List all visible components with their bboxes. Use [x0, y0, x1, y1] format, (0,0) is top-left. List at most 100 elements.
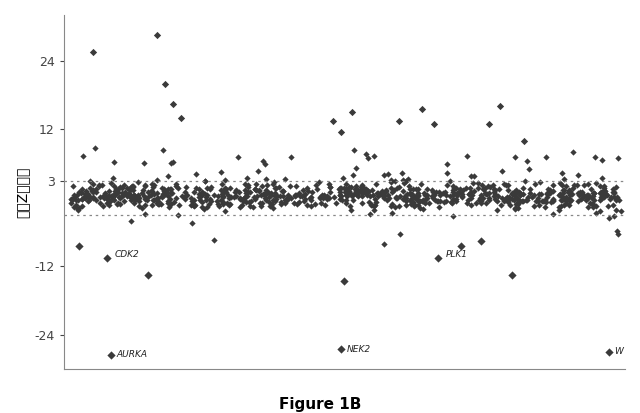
Point — [596, 195, 607, 202]
Point — [604, 349, 614, 355]
Point — [294, 190, 304, 197]
Point — [548, 182, 558, 189]
Point — [194, 193, 204, 200]
Point — [500, 196, 510, 202]
Point — [448, 186, 458, 193]
Point — [322, 192, 332, 199]
Point — [134, 202, 144, 209]
Point — [129, 194, 140, 201]
Point — [554, 192, 564, 199]
Point — [268, 178, 278, 185]
Point — [333, 186, 344, 193]
Point — [357, 192, 367, 199]
Point — [196, 199, 207, 206]
Point — [488, 181, 499, 188]
Point — [266, 192, 276, 198]
Point — [481, 199, 491, 206]
Point — [467, 202, 477, 208]
Point — [322, 196, 332, 202]
Point — [531, 197, 541, 204]
Point — [127, 183, 138, 190]
Point — [494, 185, 504, 192]
Point — [468, 180, 478, 186]
Point — [219, 189, 229, 195]
Point — [225, 194, 236, 201]
Point — [340, 188, 350, 195]
Point — [312, 186, 322, 192]
Point — [300, 191, 310, 197]
Point — [596, 188, 606, 195]
Point — [79, 195, 90, 202]
Point — [317, 194, 328, 200]
Point — [70, 201, 81, 208]
Point — [532, 194, 543, 201]
Point — [384, 195, 394, 202]
Point — [216, 197, 226, 203]
Point — [98, 202, 108, 209]
Point — [277, 188, 287, 194]
Point — [152, 199, 162, 206]
Point — [559, 176, 569, 182]
Point — [582, 195, 593, 202]
Point — [369, 153, 380, 160]
Point — [324, 194, 334, 201]
Point — [179, 194, 189, 201]
Point — [68, 183, 78, 190]
Point — [499, 180, 509, 187]
Point — [116, 185, 127, 191]
Point — [70, 204, 81, 210]
Point — [159, 188, 169, 195]
Point — [548, 188, 558, 195]
Point — [254, 187, 264, 193]
Point — [379, 192, 389, 199]
Point — [609, 190, 619, 196]
Point — [191, 171, 202, 177]
Point — [475, 195, 485, 202]
Point — [108, 195, 118, 202]
Point — [445, 193, 455, 199]
Point — [445, 178, 455, 184]
Point — [472, 180, 483, 187]
Point — [489, 189, 499, 195]
Point — [336, 185, 346, 192]
Point — [595, 183, 605, 189]
Point — [194, 191, 204, 198]
Point — [80, 191, 90, 197]
Point — [347, 193, 357, 200]
Point — [606, 193, 616, 200]
Point — [524, 166, 534, 172]
Point — [166, 190, 177, 196]
Point — [573, 171, 583, 178]
Point — [163, 193, 173, 199]
Point — [356, 200, 367, 206]
Point — [375, 191, 385, 197]
Point — [379, 240, 389, 247]
Point — [212, 193, 223, 200]
Point — [160, 80, 170, 87]
Point — [102, 254, 112, 261]
Point — [511, 194, 521, 200]
Point — [397, 170, 407, 177]
Point — [92, 189, 102, 196]
Point — [95, 194, 105, 201]
Point — [534, 191, 545, 197]
Point — [476, 199, 486, 206]
Point — [557, 181, 567, 188]
Point — [511, 187, 521, 194]
Point — [492, 207, 502, 214]
Point — [238, 198, 248, 204]
Point — [198, 205, 209, 212]
Point — [587, 200, 597, 207]
Point — [99, 190, 109, 196]
Point — [554, 204, 564, 210]
Point — [513, 197, 524, 203]
Point — [394, 117, 404, 124]
Point — [268, 205, 278, 211]
Point — [122, 193, 132, 200]
Point — [578, 191, 588, 198]
Point — [218, 193, 228, 200]
Point — [159, 185, 170, 192]
Point — [175, 114, 186, 121]
Point — [391, 194, 401, 200]
Point — [88, 49, 99, 55]
